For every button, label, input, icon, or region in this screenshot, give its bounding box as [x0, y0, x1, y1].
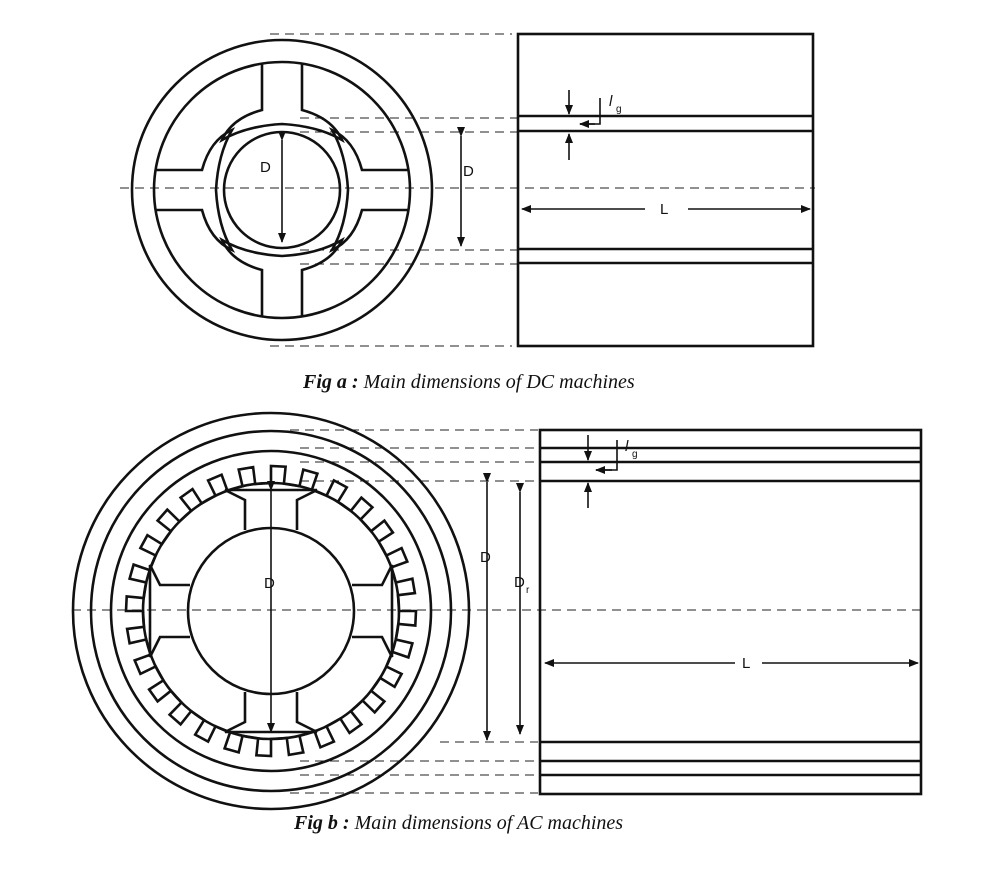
- fig-b-lg-sub: g: [632, 449, 638, 460]
- fig-b-end-view: D D D r: [71, 411, 530, 811]
- fig-b-d-side-label: D: [480, 549, 491, 566]
- fig-b-projection-lines: [72, 429, 920, 794]
- fig-a-d-inner-label: D: [260, 159, 271, 176]
- fig-b-caption-bold: Fig b :: [293, 812, 350, 834]
- fig-a-l-label: L: [660, 201, 668, 218]
- fig-a-yoke-outer: [130, 38, 434, 342]
- fig-a-end-view: D D: [130, 38, 474, 342]
- fig-b-lg-label: l: [625, 438, 629, 455]
- fig-b-dr-label: D: [514, 574, 525, 591]
- fig-a-lg-sub: g: [616, 104, 622, 115]
- fig-a-caption: Fig a : Main dimensions of DC machines: [302, 371, 635, 393]
- fig-a-dc-machine: D D l g L Fig a : Main dimensions: [120, 32, 815, 393]
- fig-b-caption-text: Main dimensions of AC machines: [350, 812, 624, 834]
- fig-a-caption-bold: Fig a :: [302, 371, 359, 393]
- fig-b-ac-machine: D D D r l g L: [71, 411, 923, 834]
- fig-b-stator-core-outer: [109, 449, 433, 773]
- fig-b-caption: Fig b : Main dimensions of AC machines: [293, 812, 623, 834]
- fig-b-frame-outer: [71, 411, 471, 811]
- fig-b-d-inner-label: D: [264, 575, 275, 592]
- fig-a-lg-label: l: [609, 93, 613, 110]
- fig-a-side-view: l g L: [516, 32, 815, 348]
- fig-a-poles: [156, 64, 408, 316]
- fig-a-yoke-inner: [152, 60, 412, 320]
- fig-b-dr-sub: r: [526, 585, 530, 596]
- fig-a-d-side-label: D: [463, 163, 474, 180]
- fig-b-l-label: L: [742, 655, 750, 672]
- fig-a-caption-text: Main dimensions of DC machines: [359, 371, 635, 393]
- fig-b-frame-inner: [89, 429, 453, 793]
- fig-b-side-view: l g L: [538, 428, 923, 796]
